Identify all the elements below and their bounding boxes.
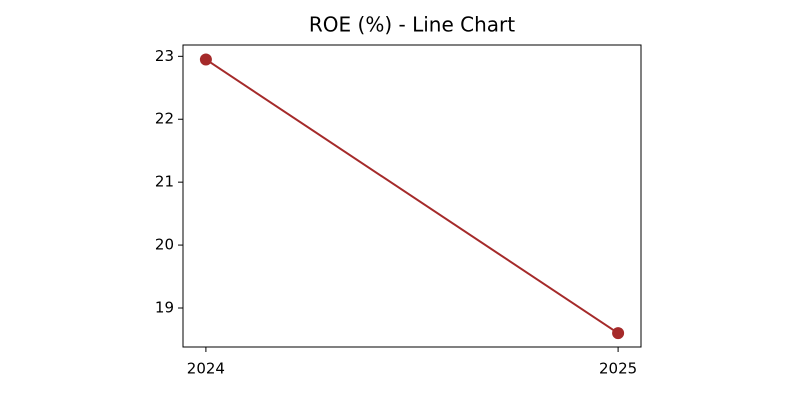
plot-frame [182, 44, 642, 348]
line [205, 58, 619, 334]
y-tick-label: 19 [155, 298, 174, 316]
y-tick-label: 23 [155, 47, 174, 65]
point [612, 327, 625, 340]
x-tick-label: 2025 [599, 360, 637, 378]
point [199, 53, 212, 66]
y-tick-label: 20 [155, 236, 174, 254]
y-tick-label: 21 [155, 173, 174, 191]
x-tick-label: 2024 [187, 360, 225, 378]
chart-title: ROE (%) - Line Chart [309, 13, 515, 37]
y-tick-label: 22 [155, 110, 174, 128]
